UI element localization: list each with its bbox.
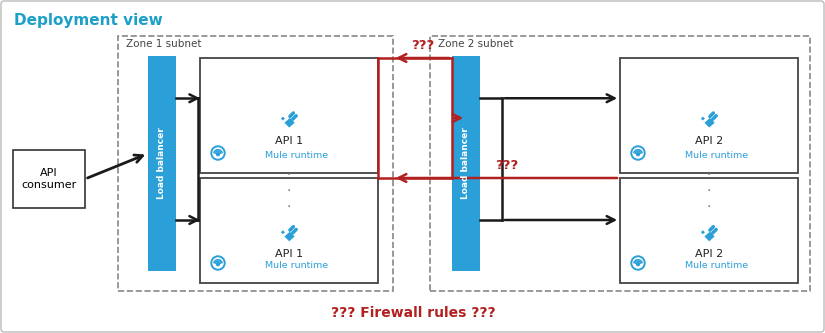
Text: ??? Firewall rules ???: ??? Firewall rules ??? bbox=[331, 306, 495, 320]
Bar bbox=[620, 178, 798, 283]
Polygon shape bbox=[284, 231, 295, 242]
Text: Zone 2 subnet: Zone 2 subnet bbox=[438, 39, 513, 49]
Bar bbox=[13, 150, 85, 208]
Circle shape bbox=[211, 146, 225, 160]
Circle shape bbox=[636, 262, 639, 266]
Text: Load balancer: Load balancer bbox=[158, 128, 167, 199]
Bar bbox=[148, 56, 176, 271]
Circle shape bbox=[633, 148, 643, 158]
Text: Mule runtime: Mule runtime bbox=[266, 151, 328, 160]
Polygon shape bbox=[704, 117, 715, 128]
Text: Load balancer: Load balancer bbox=[461, 128, 470, 199]
Polygon shape bbox=[700, 116, 705, 121]
Bar bbox=[620, 58, 798, 173]
Bar bbox=[118, 36, 393, 291]
Circle shape bbox=[636, 153, 639, 156]
Circle shape bbox=[216, 262, 219, 266]
Polygon shape bbox=[284, 117, 295, 128]
Circle shape bbox=[213, 258, 223, 268]
Bar bbox=[452, 56, 480, 271]
Text: Mule runtime: Mule runtime bbox=[686, 151, 748, 160]
Text: API 1: API 1 bbox=[275, 249, 303, 259]
Text: Zone 1 subnet: Zone 1 subnet bbox=[126, 39, 201, 49]
Circle shape bbox=[631, 146, 645, 160]
Circle shape bbox=[213, 148, 223, 158]
Circle shape bbox=[633, 258, 643, 268]
Bar bbox=[200, 178, 378, 283]
Polygon shape bbox=[700, 229, 705, 235]
Text: Mule runtime: Mule runtime bbox=[686, 260, 748, 269]
Text: ???: ??? bbox=[411, 39, 434, 52]
Circle shape bbox=[211, 256, 225, 270]
Text: API 2: API 2 bbox=[695, 136, 724, 146]
Text: ·
·
·: · · · bbox=[287, 168, 291, 214]
Text: API 1: API 1 bbox=[275, 136, 303, 146]
Circle shape bbox=[216, 153, 219, 156]
Polygon shape bbox=[280, 116, 285, 121]
Text: API 2: API 2 bbox=[695, 249, 724, 259]
Polygon shape bbox=[280, 229, 285, 235]
Bar bbox=[430, 36, 810, 291]
Circle shape bbox=[631, 256, 645, 270]
Text: Mule runtime: Mule runtime bbox=[266, 260, 328, 269]
Text: ·
·
·: · · · bbox=[707, 168, 711, 214]
Bar bbox=[200, 58, 378, 173]
Text: API
consumer: API consumer bbox=[21, 168, 77, 190]
Text: ???: ??? bbox=[495, 159, 518, 172]
Polygon shape bbox=[704, 231, 715, 242]
Text: Deployment view: Deployment view bbox=[14, 13, 163, 28]
